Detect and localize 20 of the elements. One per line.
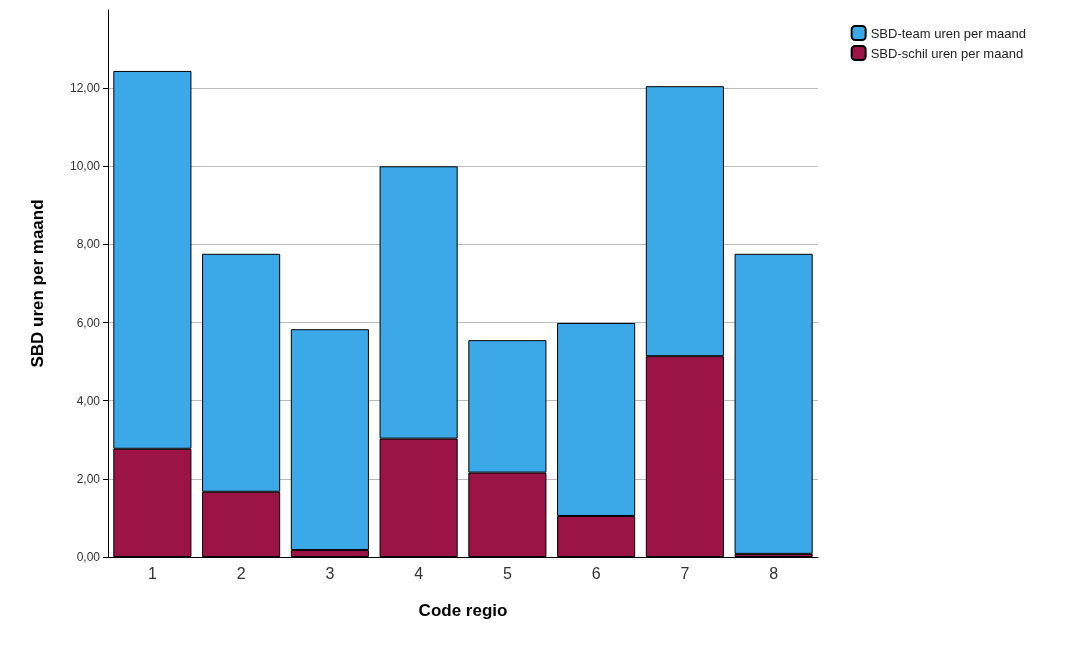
x-axis-title: Code regio — [418, 601, 508, 620]
x-tick-label: 8 — [769, 564, 779, 582]
x-tick-label: 5 — [502, 564, 512, 582]
x-tick-label: 3 — [325, 564, 335, 582]
y-tick-label: 12,00 — [69, 81, 101, 96]
x-tick-label: 7 — [680, 564, 690, 582]
legend-label: SBD-schil uren per maand — [870, 45, 1024, 61]
legend-label: SBD-team uren per maand — [870, 25, 1027, 41]
x-tick-label: 6 — [591, 564, 601, 582]
x-tick-label: 4 — [414, 564, 424, 582]
y-axis-title: SBD uren per maand — [28, 199, 47, 368]
x-tick-label: 1 — [147, 564, 157, 582]
y-tick-label: 4,00 — [76, 393, 101, 408]
y-tick-label: 10,00 — [69, 159, 101, 174]
y-tick-label: 8,00 — [76, 237, 101, 252]
bar — [734, 253, 813, 554]
x-tick-label: 2 — [236, 564, 246, 582]
y-tick-label: 0,00 — [76, 550, 101, 564]
y-tick-label: 6,00 — [76, 315, 101, 330]
y-tick-label: 2,00 — [76, 471, 101, 486]
